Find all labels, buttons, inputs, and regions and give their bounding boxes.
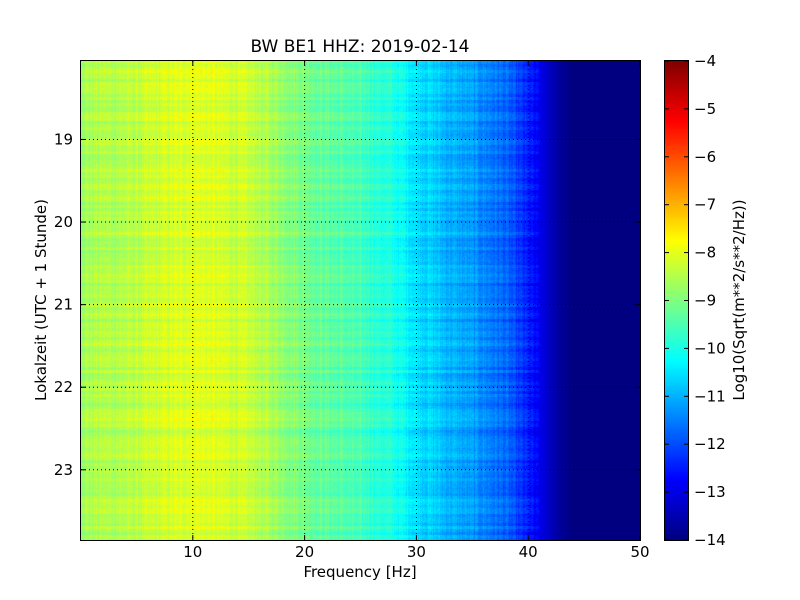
x-tick-label: 50 [630, 543, 649, 561]
colorbar-tick-label: −7 [694, 196, 716, 214]
colorbar-tick-label: −11 [694, 387, 726, 405]
colorbar-gradient [665, 61, 688, 540]
y-tick-label: 23 [54, 461, 73, 479]
colorbar-frame [664, 60, 689, 541]
chart-title: BW BE1 HHZ: 2019-02-14 [250, 37, 469, 57]
x-tick-label: 40 [519, 543, 538, 561]
x-tick-label: 20 [295, 543, 314, 561]
colorbar-ticks: −4 −5 −6 −7 −8 −9 −10 −11 −12 −13 −14 [665, 52, 726, 549]
colorbar-tick-label: −10 [694, 339, 726, 357]
spectrogram-image [81, 61, 640, 540]
x-axis-label: Frequency [Hz] [303, 563, 416, 581]
colorbar-tick-label: −5 [694, 100, 716, 118]
colorbar-tick-label: −6 [694, 148, 716, 166]
y-tick-label: 21 [54, 296, 73, 314]
y-axis-ticks: 19 20 21 22 23 [54, 130, 640, 479]
y-axis-label: Lokalzeit (UTC + 1 Stunde) [32, 199, 50, 401]
colorbar-tick-label: −14 [694, 531, 726, 549]
colorbar-tick-label: −9 [694, 292, 716, 310]
plot-area: 10 20 30 40 50 19 20 21 22 23 [54, 60, 650, 561]
y-tick-label: 20 [54, 213, 73, 231]
x-axis-ticks: 10 20 30 40 50 [183, 61, 650, 561]
plot-frame [80, 60, 641, 541]
colorbar-label: Log10(Sqrt(m**2/s**2/Hz)) [730, 199, 748, 400]
colorbar-tick-label: −13 [694, 483, 726, 501]
y-tick-label: 22 [54, 378, 73, 396]
y-tick-label: 19 [54, 130, 73, 148]
colorbar-tick-label: −8 [694, 244, 716, 262]
colorbar: −4 −5 −6 −7 −8 −9 −10 −11 −12 −13 −14 Log10(Sqrt(m… [664, 52, 748, 549]
colorbar-tick-label: −4 [694, 52, 716, 70]
x-tick-label: 10 [183, 543, 202, 561]
colorbar-tick-label: −12 [694, 435, 726, 453]
x-tick-label: 30 [407, 543, 426, 561]
